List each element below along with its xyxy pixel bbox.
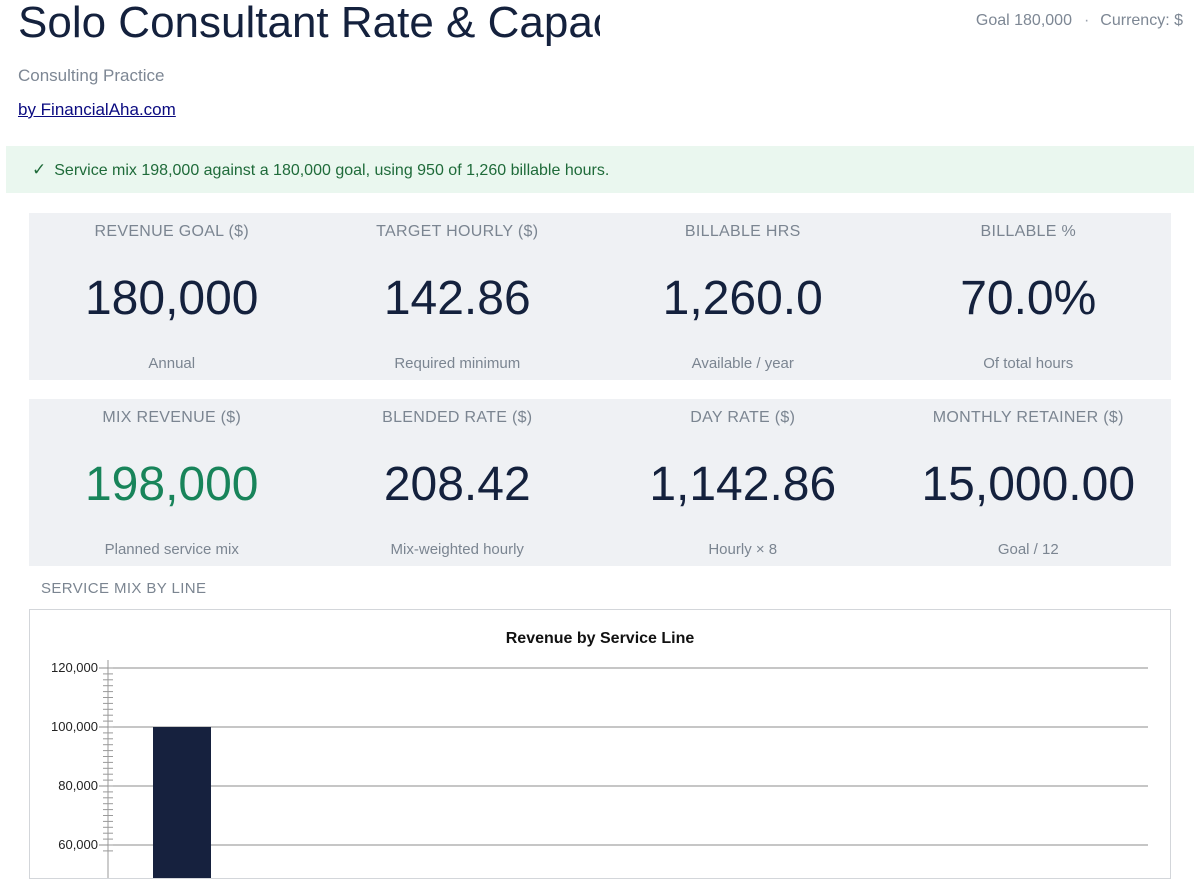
kpi-card-revenue-goal: REVENUE GOAL ($) 180,000 Annual xyxy=(29,213,315,380)
check-icon: ✓ xyxy=(32,160,47,179)
kpi-caption: Available / year xyxy=(691,355,794,372)
kpi-value: 142.86 xyxy=(383,272,531,325)
kpi-card-billable-pct: BILLABLE % 70.0% Of total hours xyxy=(886,213,1172,380)
chart-y-axis: 60,000 80,000 100,000 120,000 xyxy=(51,660,113,878)
chart-bars xyxy=(153,727,211,878)
chart-title: Revenue by Service Line xyxy=(506,630,695,647)
chart-section-label: SERVICE MIX BY LINE xyxy=(41,580,207,597)
kpi-label: DAY RATE ($) xyxy=(690,409,796,426)
service-mix-chart: Revenue by Service Line 60,000 80,000 100,… xyxy=(29,609,1171,879)
status-message: Service mix 198,000 against a 180,000 go… xyxy=(54,162,610,179)
currency-summary: Currency: $ xyxy=(1100,12,1183,29)
kpi-card-monthly-retainer: MONTHLY RETAINER ($) 15,000.00 Goal / 12 xyxy=(886,399,1172,566)
kpi-label: BILLABLE % xyxy=(980,223,1076,240)
kpi-value: 208.42 xyxy=(383,458,531,511)
kpi-row-2: MIX REVENUE ($) 198,000 Planned service … xyxy=(29,399,1171,566)
page-title-wrap: Solo Consultant Rate & Capacity xyxy=(18,0,600,50)
page-title: Solo Consultant Rate & Capacity xyxy=(18,0,600,47)
kpi-caption: Mix-weighted hourly xyxy=(390,541,524,558)
kpi-row-1: REVENUE GOAL ($) 180,000 Annual TARGET H… xyxy=(29,213,1171,380)
kpi-value: 15,000.00 xyxy=(921,458,1136,511)
y-tick-label: 100,000 xyxy=(51,719,98,734)
kpi-value: 70.0% xyxy=(960,272,1097,325)
y-tick-label: 120,000 xyxy=(51,660,98,675)
kpi-caption: Required minimum xyxy=(394,355,521,372)
kpi-value: 1,142.86 xyxy=(649,458,837,511)
y-tick-label: 60,000 xyxy=(58,837,98,852)
kpi-caption: Planned service mix xyxy=(104,541,239,558)
kpi-card-mix-revenue: MIX REVENUE ($) 198,000 Planned service … xyxy=(29,399,315,566)
page-subtitle: Consulting Practice xyxy=(18,66,165,85)
kpi-label: BILLABLE HRS xyxy=(684,223,801,240)
kpi-caption: Goal / 12 xyxy=(997,541,1059,558)
chart-gridlines xyxy=(108,667,1148,846)
kpi-caption: Annual xyxy=(148,355,196,372)
kpi-card-day-rate: DAY RATE ($) 1,142.86 Hourly × 8 xyxy=(600,399,886,566)
chart-svg: Revenue by Service Line 60,000 80,000 100,… xyxy=(51,630,1148,878)
byline-link[interactable]: by FinancialAha.com xyxy=(18,100,176,119)
kpi-value: 198,000 xyxy=(84,458,259,511)
kpi-card-billable-hrs: BILLABLE HRS 1,260.0 Available / year xyxy=(600,213,886,380)
kpi-label: MIX REVENUE ($) xyxy=(102,409,242,426)
kpi-label: REVENUE GOAL ($) xyxy=(94,223,249,240)
kpi-label: BLENDED RATE ($) xyxy=(382,409,533,426)
kpi-caption: Of total hours xyxy=(983,355,1074,372)
kpi-card-blended-rate: BLENDED RATE ($) 208.42 Mix-weighted hou… xyxy=(315,399,601,566)
y-tick-label: 80,000 xyxy=(58,778,98,793)
chart-bar xyxy=(153,727,211,878)
kpi-caption: Hourly × 8 xyxy=(708,541,778,558)
kpi-value: 1,260.0 xyxy=(662,272,823,325)
header-meta: Goal 180,000 · Currency: $ xyxy=(976,12,1183,30)
goal-summary: Goal 180,000 xyxy=(975,12,1072,29)
kpi-card-target-hourly: TARGET HOURLY ($) 142.86 Required minimu… xyxy=(315,213,601,380)
meta-separator: · xyxy=(1083,12,1090,29)
status-banner: ✓ Service mix 198,000 against a 180,000 g… xyxy=(6,146,1194,193)
kpi-label: MONTHLY RETAINER ($) xyxy=(932,409,1124,426)
kpi-value: 180,000 xyxy=(84,272,259,325)
kpi-label: TARGET HOURLY ($) xyxy=(376,223,539,240)
